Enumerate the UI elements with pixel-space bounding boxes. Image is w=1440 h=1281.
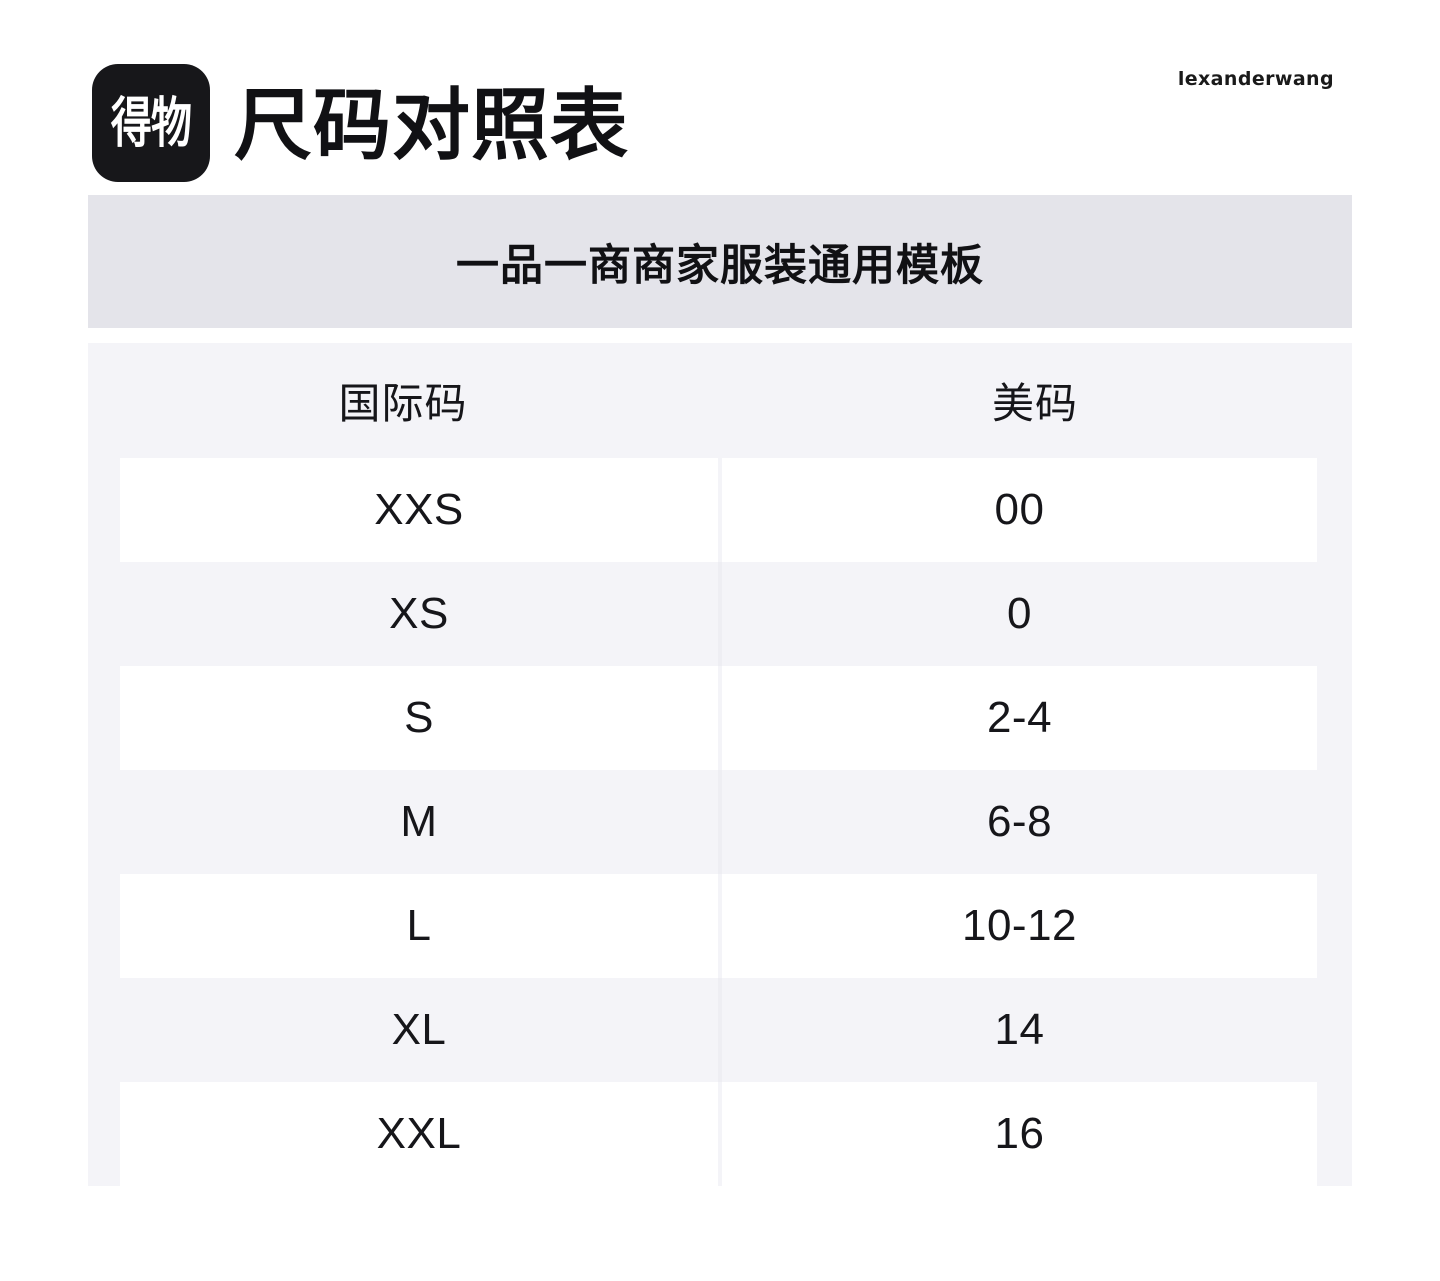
column-divider xyxy=(718,458,722,562)
table-row: S 2-4 xyxy=(88,666,1352,770)
table-row: XXS 00 xyxy=(88,458,1352,562)
caption-divider xyxy=(88,328,1352,343)
column-divider xyxy=(718,874,722,978)
cell-international-size: S xyxy=(120,666,718,770)
column-divider xyxy=(718,562,722,666)
dewu-app-logo-icon: 得物 xyxy=(92,64,210,183)
cell-us-size: 2-4 xyxy=(722,666,1317,770)
column-divider xyxy=(718,1082,722,1186)
cell-us-size: 16 xyxy=(722,1082,1317,1186)
column-header-us: 美码 xyxy=(991,380,1078,427)
cell-international-size: XXS xyxy=(120,458,718,562)
page-title: 尺码对照表 xyxy=(234,81,630,170)
table-caption-band: 一品一商商家服装通用模板 xyxy=(88,195,1352,328)
cell-international-size: L xyxy=(120,874,718,978)
brand-block: 得物 尺码对照表 xyxy=(92,32,629,215)
size-conversion-table: 一品一商商家服装通用模板 国际码 美码 XXS 00 XS 0 S 2-4 xyxy=(88,195,1352,1186)
table-row: L 10-12 xyxy=(88,874,1352,978)
table-caption-text: 一品一商商家服装通用模板 xyxy=(456,241,984,290)
column-header-international: 国际码 xyxy=(338,380,468,427)
column-divider xyxy=(718,770,722,874)
cell-international-size: XXL xyxy=(120,1082,718,1186)
table-row: XL 14 xyxy=(88,978,1352,1082)
app-logo-label: 得物 xyxy=(110,91,192,155)
cell-us-size: 0 xyxy=(1007,589,1032,638)
column-divider xyxy=(718,666,722,770)
merchant-brand-logo: lexanderwang xyxy=(1177,68,1334,90)
cell-international-size: XL xyxy=(391,1005,447,1054)
table-row: XS 0 xyxy=(88,562,1352,666)
column-divider xyxy=(718,978,722,1082)
page-header: 得物 尺码对照表 lexanderwang xyxy=(0,0,1440,196)
cell-us-size: 00 xyxy=(722,458,1317,562)
table-row: M 6-8 xyxy=(88,770,1352,874)
table-column-header-row: 国际码 美码 xyxy=(88,343,1352,458)
cell-us-size: 6-8 xyxy=(986,797,1053,846)
cell-international-size: M xyxy=(400,797,438,846)
cell-us-size: 14 xyxy=(994,1005,1045,1054)
cell-us-size: 10-12 xyxy=(722,874,1317,978)
table-body: XXS 00 XS 0 S 2-4 M 6-8 L xyxy=(88,458,1352,1186)
table-row: XXL 16 xyxy=(88,1082,1352,1186)
cell-international-size: XS xyxy=(389,589,449,638)
